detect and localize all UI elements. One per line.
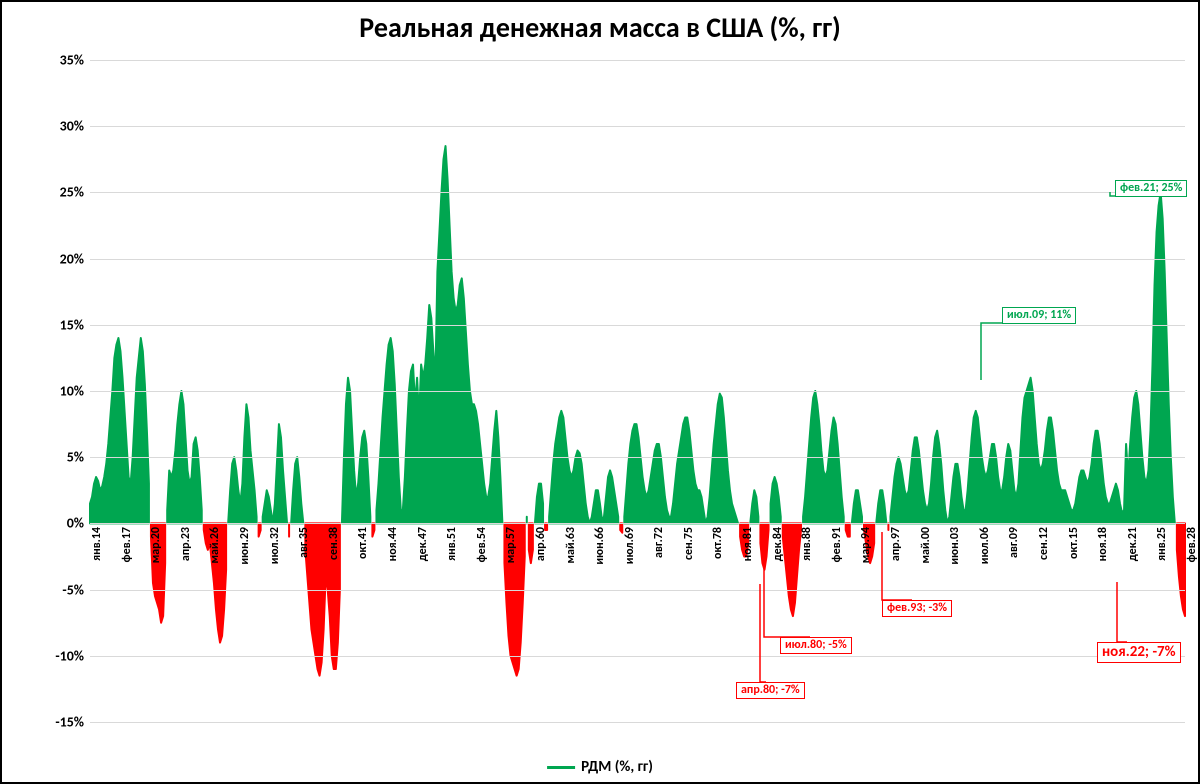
x-tick-label: дек.84 <box>771 527 785 561</box>
grid-line <box>90 325 1185 326</box>
x-tick-label: дек.47 <box>416 527 430 561</box>
x-tick-label: авг.35 <box>297 527 311 558</box>
series-segment <box>259 523 261 536</box>
x-tick-label: мар.20 <box>149 527 163 563</box>
series-segment <box>90 338 149 523</box>
x-tick-label: ноя.81 <box>741 527 755 561</box>
y-tick-label: 10% <box>60 383 90 400</box>
x-tick-label: май.63 <box>564 527 578 564</box>
x-tick-label: мар.94 <box>859 527 873 563</box>
x-tick-label: сен.38 <box>327 527 341 560</box>
callout-jul09: июл.09; 11% <box>1002 307 1076 324</box>
series-segment <box>1177 523 1185 616</box>
grid-line <box>90 391 1185 392</box>
grid-line <box>90 590 1185 591</box>
chart-container: Реальная денежная масса в США (%, гг) 35… <box>0 0 1200 784</box>
y-tick-label: 25% <box>60 184 90 201</box>
x-tick-label: окт.15 <box>1067 527 1081 559</box>
legend-swatch <box>547 766 575 769</box>
x-tick-label: фев.91 <box>830 527 844 562</box>
series-segment <box>771 477 781 523</box>
series-segment <box>376 146 502 523</box>
plot-area: 35%30%25%20%15%10%5%0%-5%-10%-15%янв.14ф… <box>90 60 1185 722</box>
x-tick-label: авг.09 <box>1007 527 1021 558</box>
x-tick-label: авг.72 <box>652 527 666 558</box>
callout-apr80: апр.80; -7% <box>736 682 805 699</box>
series-segment <box>228 404 256 523</box>
x-tick-label: мар.57 <box>504 527 518 563</box>
x-tick-label: июл.69 <box>623 527 637 564</box>
y-tick-label: -10% <box>55 647 90 664</box>
y-tick-label: 5% <box>67 449 90 466</box>
x-tick-label: июл.32 <box>268 527 282 564</box>
callout-nov22: ноя.22; -7% <box>1097 642 1181 663</box>
x-tick-label: июн.29 <box>238 527 252 565</box>
series-segment <box>852 490 862 523</box>
legend: РДМ (%, гг) <box>547 758 653 776</box>
x-tick-label: фев.17 <box>120 527 134 562</box>
series-segment <box>535 484 543 524</box>
x-tick-label: ноя.44 <box>386 527 400 561</box>
series-segment <box>876 490 886 523</box>
chart-title: Реальная денежная масса в США (%, гг) <box>2 10 1198 45</box>
y-tick-label: 0% <box>67 515 90 532</box>
x-tick-label: сен.12 <box>1037 527 1051 560</box>
x-tick-label: янв.14 <box>90 527 104 561</box>
x-tick-label: дек.21 <box>1126 527 1140 561</box>
x-tick-label: ноя.18 <box>1096 527 1110 561</box>
y-tick-label: 30% <box>60 118 90 135</box>
grid-line <box>90 126 1185 127</box>
legend-label: РДМ (%, гг) <box>581 758 653 776</box>
callout-feb93: фев.93; -3% <box>882 600 952 617</box>
y-tick-label: 35% <box>60 52 90 69</box>
grid-line <box>90 722 1185 723</box>
x-tick-label: апр.97 <box>889 527 903 561</box>
x-tick-label: май.26 <box>208 527 222 564</box>
grid-line <box>90 457 1185 458</box>
x-tick-label: июл.06 <box>978 527 992 564</box>
series-segment <box>291 457 303 523</box>
grid-line <box>90 523 1185 524</box>
x-tick-label: июн.66 <box>593 527 607 565</box>
grid-line <box>90 259 1185 260</box>
y-tick-label: 15% <box>60 316 90 333</box>
series-segment <box>890 192 1174 523</box>
series-segment <box>783 523 801 616</box>
x-tick-label: апр.60 <box>534 527 548 561</box>
series-segment <box>549 411 618 524</box>
series-segment <box>750 490 758 523</box>
y-tick-label: 20% <box>60 250 90 267</box>
x-tick-label: фев.28 <box>1185 527 1199 562</box>
x-tick-label: июн.03 <box>948 527 962 565</box>
x-tick-label: май.00 <box>919 527 933 564</box>
callout-feb21: фев.21; 25% <box>1115 180 1187 197</box>
series-segment <box>624 394 738 524</box>
x-tick-label: фев.54 <box>475 527 489 562</box>
callout-jul80: июл.80; -5% <box>780 637 852 654</box>
x-tick-label: сен.75 <box>682 527 696 560</box>
x-tick-label: апр.23 <box>179 527 193 561</box>
x-tick-label: окт.41 <box>356 527 370 559</box>
series-segment <box>263 424 287 523</box>
series-segment <box>760 523 768 569</box>
grid-line <box>90 60 1185 61</box>
x-tick-label: янв.25 <box>1155 527 1169 561</box>
x-tick-label: окт.78 <box>711 527 725 559</box>
x-tick-label: янв.51 <box>445 527 459 561</box>
x-tick-label: янв.88 <box>800 527 814 561</box>
series-segment <box>846 523 850 536</box>
y-tick-label: -5% <box>62 581 90 598</box>
series-segment <box>620 523 622 532</box>
grid-line <box>90 656 1185 657</box>
series-segment <box>342 378 370 524</box>
y-tick-label: -15% <box>55 714 90 731</box>
series-segment <box>529 523 533 563</box>
series-segment <box>372 523 374 536</box>
grid-line <box>90 192 1185 193</box>
